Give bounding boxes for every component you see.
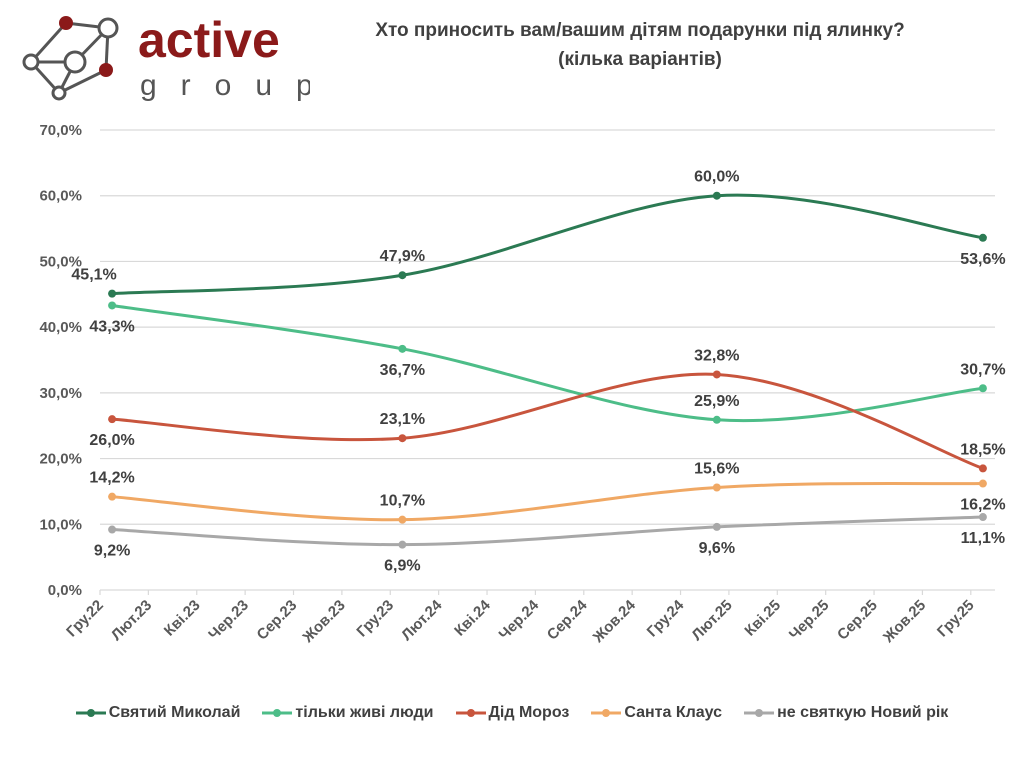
legend: Святий Миколай тільки живі люди Дід Мороз С… [0,704,1024,722]
data-point [712,522,721,531]
data-point [398,344,407,353]
data-label: 30,7% [960,361,1005,378]
x-tick-label: Кві.23 [161,597,204,640]
data-label: 23,1% [380,411,425,428]
legend-label: тільки живі люди [295,704,434,721]
data-point [108,492,117,501]
data-point [712,191,721,200]
data-label: 9,2% [94,543,130,560]
data-label: 53,6% [960,251,1005,268]
x-tick-label: Жов.25 [879,597,929,647]
series-line [111,372,984,470]
data-label: 25,9% [694,393,739,410]
x-tick-label: Жов.24 [589,596,639,646]
legend-item: Святий Миколай [75,704,241,722]
data-label: 9,6% [699,540,735,557]
x-tick-label: Лют.24 [398,596,446,644]
series-4: 9,2% 6,9% 9,6% 11,1% [94,513,1005,575]
x-tick-label: Кві.25 [741,597,784,640]
data-point [712,483,721,492]
data-point [108,525,117,534]
data-label: 15,6% [694,460,739,477]
data-label: 32,8% [694,347,739,364]
y-tick-label: 70,0% [39,122,82,139]
data-point [108,301,117,310]
data-label: 26,0% [89,432,134,449]
legend-item: не святкую Новий рік [744,704,948,722]
logo-word-group: group [140,69,310,102]
data-label: 14,2% [89,470,134,487]
x-tick-label: Сер.23 [254,597,301,644]
series-0: 45,1% 47,9% 60,0% 53,6% [71,169,1006,298]
data-point [978,233,987,242]
data-point [978,479,987,488]
data-label: 16,2% [960,497,1005,514]
data-label: 47,9% [380,248,425,265]
x-tick-label: Кві.24 [451,596,494,639]
chart-title: Хто приносить вам/вашим дітям подарунки … [375,20,905,41]
y-tick-label: 50,0% [39,253,82,270]
legend-label: Санта Клаус [624,704,723,721]
data-point [712,415,721,424]
chart-subtitle: (кілька варіантів) [558,49,722,70]
line-chart: 0,0% 10,0% 20,0% 30,0% 40,0% 50,0% 60,0% 70,0% Г… [39,122,1006,647]
legend-marker-icon [744,709,775,717]
x-tick-label: Чер.24 [496,596,543,643]
x-tick-label: Жов.23 [299,597,349,647]
data-point [978,464,987,473]
series-line [111,303,984,423]
legend-label: не святкую Новий рік [777,704,949,721]
active-group-logo: active group [20,10,313,110]
series-1: 43,3% 36,7% 25,9% 30,7% [89,301,1006,424]
x-tick-label: Гру.25 [934,597,978,641]
series-line [112,515,983,547]
data-label: 45,1% [71,267,116,284]
series-3: 14,2% 10,7% 15,6% 16,2% [89,460,1006,524]
legend-marker-icon [262,709,293,717]
legend-marker-icon [591,709,622,717]
series-2: 26,0% 23,1% 32,8% 18,5% [89,347,1006,473]
legend-item: Дід Мороз [455,704,570,722]
y-tick-label: 10,0% [39,516,82,533]
series-line [111,481,983,522]
data-point [398,434,407,443]
legend-marker-icon [75,709,106,717]
x-tick-label: Сер.25 [834,597,881,644]
x-tick-label: Чер.25 [786,597,833,644]
series-line [112,193,984,296]
data-point [978,384,987,393]
y-tick-label: 40,0% [39,319,82,336]
data-label: 6,9% [384,558,420,575]
y-tick-label: 0,0% [48,582,82,599]
legend-label: Дід Мороз [488,704,570,721]
legend-label: Святий Миколай [108,704,241,721]
y-tick-label: 20,0% [39,451,82,468]
data-label: 10,7% [380,493,425,510]
x-tick-label: Лют.25 [688,597,735,644]
x-tick-label: Сер.24 [544,596,591,643]
data-point [398,540,407,549]
data-point [108,415,117,424]
data-label: 18,5% [960,441,1005,458]
legend-item: тільки живі люди [262,704,434,722]
x-tick-label: Гру.23 [353,597,397,641]
data-label: 36,7% [380,362,425,379]
x-tick-label: Гру.24 [644,596,688,640]
data-label: 43,3% [89,318,134,335]
data-point [398,271,407,280]
data-point [978,513,987,522]
data-label: 60,0% [694,169,739,186]
x-tick-label: Гру.22 [63,597,107,641]
legend-marker-icon [455,709,486,717]
data-point [108,289,117,298]
x-tick-label: Чер.23 [205,597,252,644]
data-label: 11,1% [961,530,1005,547]
data-point [398,515,407,524]
y-tick-label: 60,0% [39,188,82,205]
x-tick-label: Лют.23 [108,597,155,644]
logo-word-active: active [138,12,280,68]
data-point [712,370,721,379]
y-tick-label: 30,0% [39,385,82,402]
legend-item: Санта Клаус [591,704,722,722]
